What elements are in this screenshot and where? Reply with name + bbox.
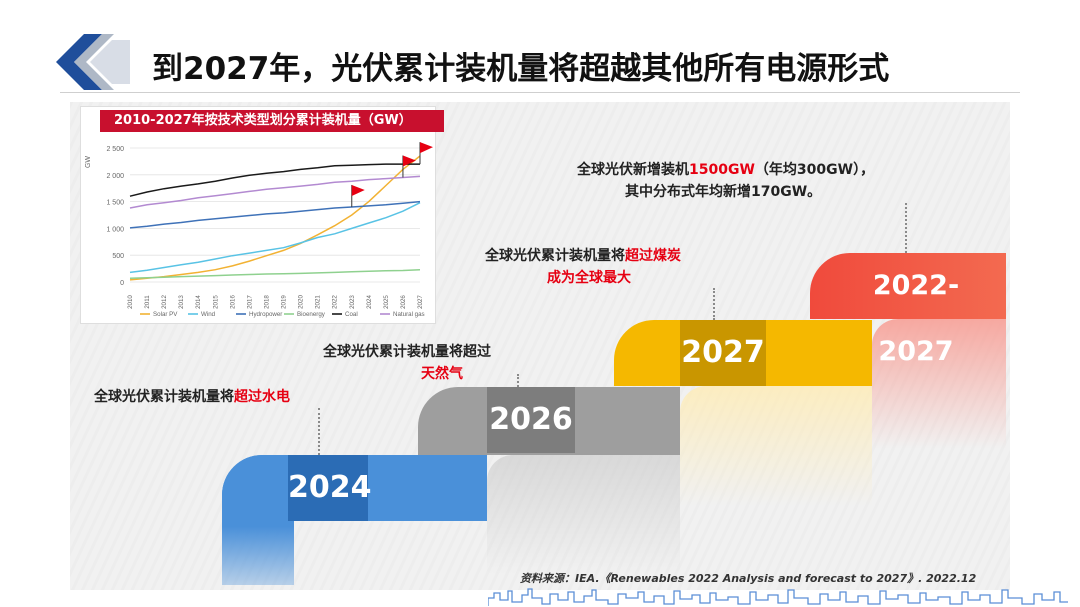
- step-2026-riser: [487, 455, 680, 575]
- series-line-wind: [129, 202, 421, 274]
- legend-label: Hydropower: [249, 311, 282, 318]
- year-label-2027: 2027: [680, 320, 766, 386]
- x-tick-label: 2027: [417, 295, 424, 309]
- x-tick-label: 2016: [229, 295, 236, 309]
- x-tick-label: 2021: [315, 295, 322, 309]
- x-tick-label: 2025: [383, 295, 390, 309]
- x-tick-label: 2013: [178, 295, 185, 309]
- y-tick-label: 2 500: [106, 146, 124, 153]
- series-line-bioenergy: [129, 268, 421, 279]
- y-tick-label: 2 000: [106, 173, 124, 180]
- city-skyline-decoration: [488, 588, 1068, 606]
- callout-2024: 全球光伏累计装机量将超过水电: [94, 386, 290, 408]
- x-tick-label: 2012: [161, 295, 168, 309]
- year-label-2026: 2026: [487, 387, 575, 453]
- callout-2026-line1: 全球光伏累计装机量将超过: [323, 344, 491, 360]
- series-line-solar-pv: [129, 155, 421, 281]
- callout-2027-connector: [713, 288, 715, 320]
- x-tick-label: 2020: [298, 295, 305, 309]
- series-line-hydropower: [129, 200, 421, 229]
- callout-2022-2027-highlight: 1500GW: [689, 162, 755, 178]
- chart-panel: [80, 106, 436, 324]
- y-tick-label: 500: [112, 253, 124, 260]
- series-line-natural-gas: [129, 175, 421, 209]
- x-tick-label: 2014: [195, 295, 202, 309]
- legend-label: Wind: [201, 311, 216, 318]
- callout-2027: 全球光伏累计装机量将超过煤炭 成为全球最大: [485, 245, 681, 289]
- legend-label: Coal: [345, 311, 358, 318]
- page-title: 到2027年，光伏累计装机量将超越其他所有电源形式: [152, 51, 890, 87]
- callout-2026-highlight: 天然气: [421, 366, 463, 382]
- crossing-flag-icon: [420, 142, 433, 154]
- callout-2022-2027-suffix: （年均300GW），: [754, 162, 875, 178]
- y-axis-label: GW: [85, 156, 92, 168]
- cumulative-capacity-line-chart: 0 500 1 000 1 500 2 000 2 500 GW 2010 2011 2012 20…: [85, 142, 433, 318]
- callout-2027-highlight1: 超过煤炭: [625, 248, 681, 264]
- callout-2022-2027-line2: 其中分布式年均新增170GW。: [625, 184, 822, 200]
- x-tick-label: 2018: [263, 295, 270, 309]
- x-tick-label: 2019: [281, 295, 288, 309]
- callout-2024-highlight: 超过水电: [234, 389, 290, 405]
- legend-label: Bioenergy: [297, 311, 326, 318]
- logo-icon: [56, 34, 130, 90]
- y-tick-label: 1 500: [106, 200, 124, 207]
- x-tick-label: 2010: [127, 295, 134, 309]
- x-tick-label: 2011: [144, 295, 151, 309]
- callout-2027-highlight2: 成为全球最大: [547, 270, 631, 286]
- title-divider: [60, 92, 1020, 93]
- x-tick-label: 2022: [332, 295, 339, 309]
- callout-2024-text: 全球光伏累计装机量将: [94, 389, 234, 405]
- step-2027-riser: [680, 386, 872, 506]
- callout-2022-2027: 全球光伏新增装机1500GW（年均300GW）， 其中分布式年均新增170GW。: [577, 159, 874, 203]
- x-tick-label: 2023: [349, 295, 356, 309]
- series-line-coal: [129, 163, 420, 197]
- callout-2026-connector: [517, 374, 519, 387]
- source-citation: 资料来源：IEA.《Renewables 2022 Analysis and f…: [520, 572, 977, 585]
- legend-label: Solar PV: [153, 311, 178, 318]
- callout-2026: 全球光伏累计装机量将超过 天然气: [323, 341, 491, 385]
- x-tick-label: 2024: [366, 295, 373, 309]
- year-label-2024: 2024: [288, 455, 372, 521]
- y-tick-label: 1 000: [106, 226, 124, 233]
- crossing-flag-icon: [351, 184, 365, 196]
- callout-2022-2027-text: 全球光伏新增装机: [577, 162, 689, 178]
- chart-title: 2010-2027年按技术类型划分累计装机量（GW）: [100, 110, 444, 132]
- x-tick-label: 2017: [246, 295, 253, 309]
- year-label-2022-2027: 2022-2027: [872, 270, 960, 367]
- x-tick-label: 2015: [212, 295, 219, 309]
- callout-2027-text: 全球光伏累计装机量将: [485, 248, 625, 264]
- callout-2022-2027-connector-v: [905, 203, 907, 253]
- x-tick-label: 2026: [400, 295, 407, 309]
- legend-label: Natural gas: [393, 311, 425, 318]
- callout-2024-connector: [318, 408, 320, 455]
- crossing-flag-icon: [402, 155, 416, 167]
- y-tick-label: 0: [120, 280, 124, 287]
- step-2022-2027-band: [810, 253, 1006, 319]
- step-2022-2027-riser: [872, 319, 1006, 449]
